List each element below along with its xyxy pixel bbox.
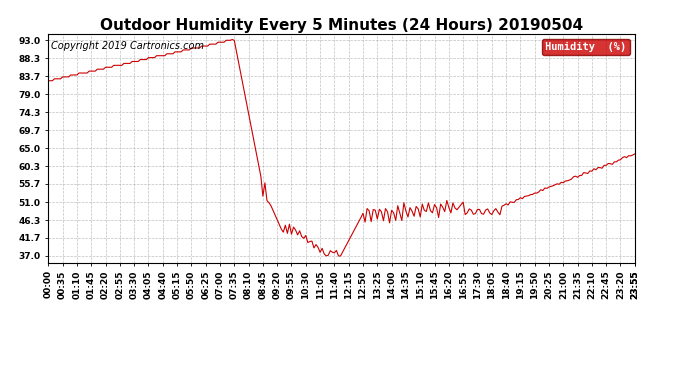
Text: Copyright 2019 Cartronics.com: Copyright 2019 Cartronics.com bbox=[51, 40, 204, 51]
Legend: Humidity  (%): Humidity (%) bbox=[542, 39, 629, 55]
Title: Outdoor Humidity Every 5 Minutes (24 Hours) 20190504: Outdoor Humidity Every 5 Minutes (24 Hou… bbox=[100, 18, 583, 33]
